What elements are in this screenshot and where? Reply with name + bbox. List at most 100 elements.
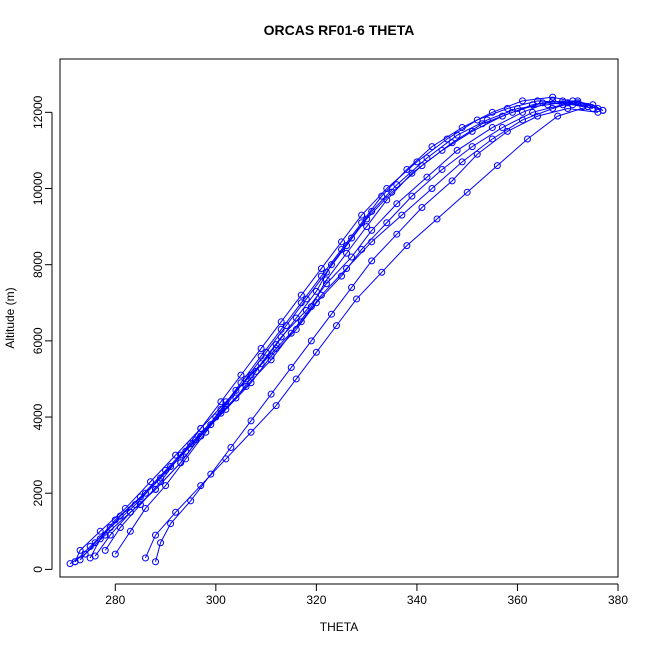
data-point xyxy=(463,188,471,196)
data-point xyxy=(423,173,431,181)
data-point xyxy=(473,150,481,158)
data-point xyxy=(96,535,104,543)
y-tick-label: 4000 xyxy=(31,403,45,430)
data-point xyxy=(549,93,557,101)
data-point xyxy=(443,135,451,143)
data-point xyxy=(71,558,79,566)
data-point xyxy=(217,398,225,406)
data-point xyxy=(503,105,511,113)
data-point xyxy=(418,204,426,212)
y-tick-label: 6000 xyxy=(31,327,45,354)
data-point xyxy=(363,223,371,231)
data-point xyxy=(287,364,295,372)
data-point xyxy=(353,295,361,303)
data-point xyxy=(322,280,330,288)
data-point xyxy=(307,337,315,345)
data-point xyxy=(574,97,582,105)
y-tick-label: 10000 xyxy=(31,171,45,205)
data-point xyxy=(343,242,351,250)
data-point xyxy=(529,108,537,116)
data-point xyxy=(277,318,285,326)
data-point xyxy=(267,390,275,398)
data-point xyxy=(227,444,235,451)
data-point xyxy=(524,135,532,143)
data-point xyxy=(237,371,245,379)
data-point xyxy=(403,165,411,173)
data-point xyxy=(478,120,486,128)
data-point xyxy=(599,106,607,114)
data-point xyxy=(378,268,386,276)
data-point xyxy=(348,253,356,261)
data-point xyxy=(327,261,335,269)
data-point xyxy=(368,257,376,265)
data-point xyxy=(257,360,265,368)
x-tick-label: 360 xyxy=(507,593,527,607)
data-point xyxy=(177,459,185,467)
data-point xyxy=(473,116,481,124)
series-line xyxy=(155,108,598,562)
data-point xyxy=(343,249,351,257)
data-point xyxy=(247,371,255,379)
y-tick-label: 2000 xyxy=(31,480,45,507)
data-point xyxy=(358,245,366,253)
data-point xyxy=(157,539,165,547)
data-point xyxy=(111,550,119,558)
data-point xyxy=(202,428,210,436)
data-point xyxy=(438,146,446,154)
data-point xyxy=(554,112,562,120)
data-point xyxy=(172,508,180,516)
data-point xyxy=(483,116,491,124)
data-point xyxy=(534,97,542,105)
series-line xyxy=(94,104,563,557)
data-point xyxy=(418,162,426,170)
data-point xyxy=(453,146,461,154)
data-point xyxy=(197,424,205,432)
data-point xyxy=(152,558,160,566)
x-tick-label: 380 xyxy=(608,593,628,607)
data-point xyxy=(136,501,144,509)
data-point xyxy=(287,329,295,337)
data-point xyxy=(197,432,205,440)
data-point xyxy=(141,504,149,512)
x-axis-label: THETA xyxy=(320,620,358,634)
data-point xyxy=(187,440,195,448)
data-point xyxy=(222,405,230,413)
data-point xyxy=(101,546,109,554)
data-point xyxy=(141,554,149,562)
data-point xyxy=(343,264,351,272)
data-point xyxy=(167,520,175,528)
series-5 xyxy=(152,105,602,566)
data-point xyxy=(488,108,496,116)
data-point xyxy=(549,97,557,105)
series-9 xyxy=(71,97,607,566)
y-tick-label: 8000 xyxy=(31,251,45,278)
data-point xyxy=(428,143,436,151)
data-point xyxy=(327,310,335,318)
data-point xyxy=(272,402,280,410)
data-point xyxy=(458,158,466,166)
data-point xyxy=(338,272,346,280)
data-point xyxy=(126,527,134,535)
data-point xyxy=(332,322,340,330)
series-4 xyxy=(111,99,577,558)
data-point xyxy=(292,325,300,333)
data-point xyxy=(393,230,401,238)
data-point xyxy=(177,451,185,459)
data-point xyxy=(172,451,180,459)
data-point xyxy=(448,139,456,147)
y-tick-label: 12000 xyxy=(31,95,45,129)
data-point xyxy=(242,375,250,383)
series-10 xyxy=(91,101,567,560)
data-point xyxy=(322,268,330,276)
data-point xyxy=(247,417,255,425)
data-point xyxy=(162,482,170,490)
data-point xyxy=(363,215,371,223)
series-line xyxy=(104,100,593,551)
series-line xyxy=(145,106,588,559)
data-point xyxy=(247,428,255,436)
data-point xyxy=(348,234,356,242)
data-point xyxy=(312,287,320,295)
data-point xyxy=(398,211,406,219)
data-point xyxy=(317,264,325,272)
